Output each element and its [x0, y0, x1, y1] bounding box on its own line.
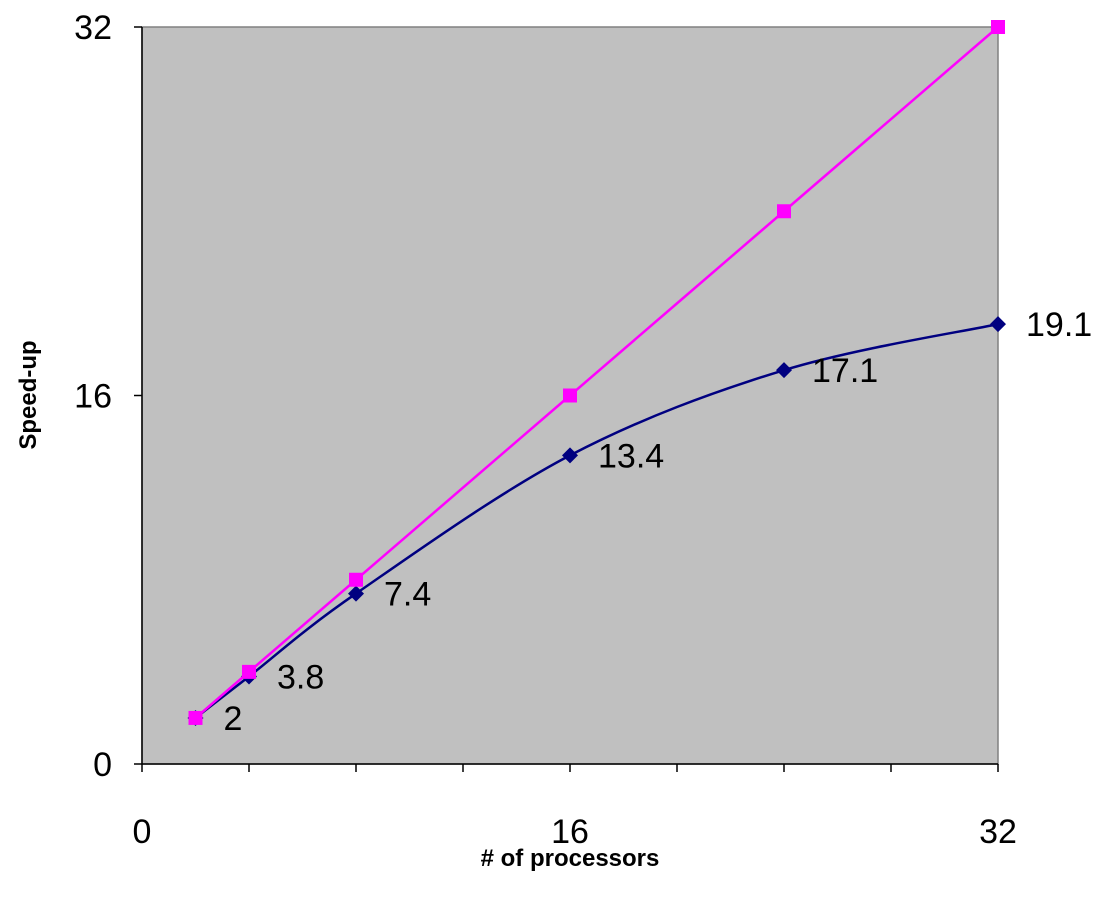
x-tick-label: 16	[551, 813, 589, 851]
data-label: 19.1	[1026, 306, 1092, 344]
x-axis-title: # of processors	[481, 845, 660, 872]
data-label: 17.1	[812, 352, 878, 390]
tick-labels: 0 16 32 0 16 32	[74, 9, 1017, 851]
data-label: 2	[224, 700, 243, 738]
tick-marks	[134, 26, 999, 772]
y-tick-label: 32	[74, 9, 112, 47]
data-label: 13.4	[598, 437, 664, 475]
x-tick-label: 32	[979, 813, 1017, 851]
square-marker	[188, 710, 203, 725]
diamond-marker	[348, 585, 364, 602]
square-marker	[242, 664, 256, 679]
y-tick-label: 0	[93, 746, 112, 784]
diamond-marker	[776, 362, 792, 379]
square-marker	[777, 204, 791, 219]
series-line	[194, 26, 999, 719]
x-tick-label: 0	[133, 813, 152, 851]
y-axis-title: Speed-up	[15, 340, 42, 449]
diamond-marker	[562, 447, 578, 464]
data-label: 7.4	[384, 576, 431, 614]
series-layer	[187, 20, 1006, 726]
y-tick-label: 16	[74, 378, 112, 416]
square-marker	[563, 388, 577, 403]
data-labels: 2 3.8 7.4 13.4 17.1 19.1	[224, 306, 1093, 738]
diamond-marker	[990, 316, 1006, 333]
data-label: 3.8	[277, 658, 324, 696]
square-marker	[991, 20, 1005, 34]
square-marker	[349, 572, 363, 587]
